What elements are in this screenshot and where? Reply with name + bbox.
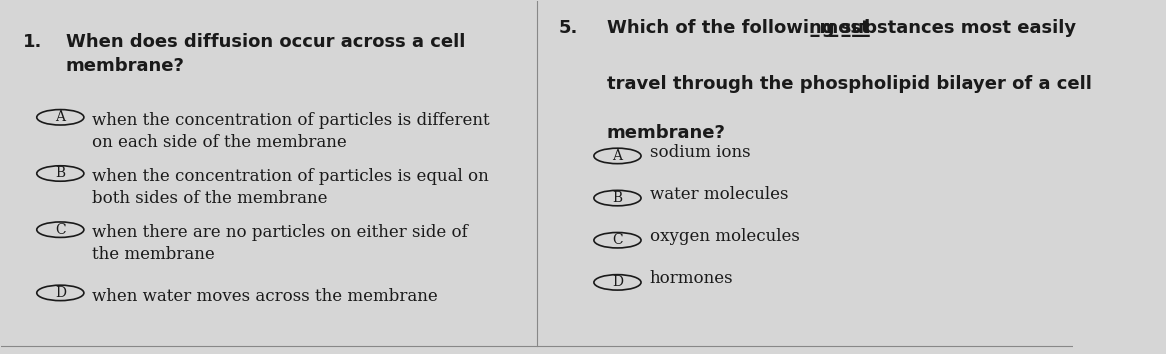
- Text: hormones: hormones: [649, 270, 733, 287]
- Text: when there are no particles on either side of
the membrane: when there are no particles on either si…: [92, 224, 469, 263]
- Text: when water moves across the membrane: when water moves across the membrane: [92, 288, 438, 305]
- Text: D: D: [612, 275, 623, 289]
- Text: sodium ions: sodium ions: [649, 144, 750, 161]
- Text: A: A: [55, 110, 65, 124]
- Text: oxygen molecules: oxygen molecules: [649, 228, 800, 245]
- Text: When does diffusion occur across a cell
membrane?: When does diffusion occur across a cell …: [65, 33, 465, 75]
- Text: C: C: [612, 233, 623, 247]
- Text: B: B: [612, 191, 623, 205]
- Text: ̲m̲o̲s̲t̲: ̲m̲o̲s̲t̲: [606, 19, 870, 37]
- Text: B: B: [55, 166, 65, 181]
- Text: 5.: 5.: [559, 19, 578, 37]
- Text: Which of the following substances most easily: Which of the following substances most e…: [606, 19, 1076, 37]
- Text: water molecules: water molecules: [649, 186, 788, 203]
- Text: travel through the phospholipid bilayer of a cell: travel through the phospholipid bilayer …: [606, 75, 1091, 93]
- Text: when the concentration of particles is different
on each side of the membrane: when the concentration of particles is d…: [92, 112, 490, 150]
- Text: when the concentration of particles is equal on
both sides of the membrane: when the concentration of particles is e…: [92, 168, 490, 207]
- Text: membrane?: membrane?: [606, 124, 725, 142]
- Text: 1.: 1.: [23, 33, 42, 51]
- Text: D: D: [55, 286, 65, 300]
- Text: C: C: [55, 223, 65, 237]
- Text: A: A: [612, 149, 623, 163]
